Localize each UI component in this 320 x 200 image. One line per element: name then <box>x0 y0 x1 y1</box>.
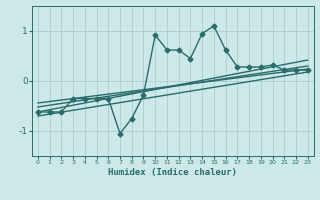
X-axis label: Humidex (Indice chaleur): Humidex (Indice chaleur) <box>108 168 237 177</box>
